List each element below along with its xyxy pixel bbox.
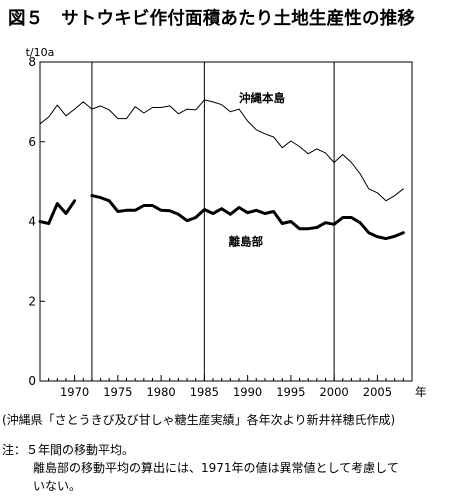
y-tick-label: 2 (28, 294, 36, 308)
series-line-2 (90, 194, 405, 241)
y-tick-label: 0 (28, 374, 36, 388)
x-tick-label: 1985 (190, 385, 219, 399)
note-line-2: 離島部の移動平均の算出には、1971年の値は異常値として考慮して (33, 461, 399, 475)
notes: 注：５年間の移動平均。 離島部の移動平均の算出には、1971年の値は異常値として… (2, 441, 399, 495)
x-axis-label: 年 (415, 385, 427, 399)
y-tick-label: 8 (28, 55, 36, 69)
x-tick-label: 1990 (233, 385, 262, 399)
x-tick-label: 1970 (60, 385, 89, 399)
line-chart: 0 2 4 6 8t/10a 1970 1975 1980 1985 1990 1995 2000 20… (26, 46, 427, 399)
x-tick-label: 2005 (363, 385, 392, 399)
series-line-1 (39, 99, 404, 202)
series-label-1: 沖縄本島 (239, 91, 285, 105)
series-line-2 (38, 199, 77, 225)
y-axis-label: t/10a (26, 46, 55, 59)
source-caption: (沖縄県「さとうきび及び甘しゃ糖生産実績」各年次より新井祥穂氏作成) (2, 413, 396, 427)
y-tick-label: 6 (28, 135, 36, 149)
x-tick-label: 2000 (319, 385, 348, 399)
note-line-3: いない。 (33, 479, 82, 493)
x-tick-label: 1975 (103, 385, 132, 399)
note-line-1: 注：５年間の移動平均。 (2, 443, 135, 457)
y-tick-label: 4 (28, 215, 36, 229)
x-tick-label: 1980 (146, 385, 175, 399)
x-tick-label: 1995 (276, 385, 305, 399)
page-title: 図５ サトウキビ作付面積あたり土地生産性の推移 (8, 9, 416, 29)
series-label-2: 離島部 (229, 234, 264, 248)
